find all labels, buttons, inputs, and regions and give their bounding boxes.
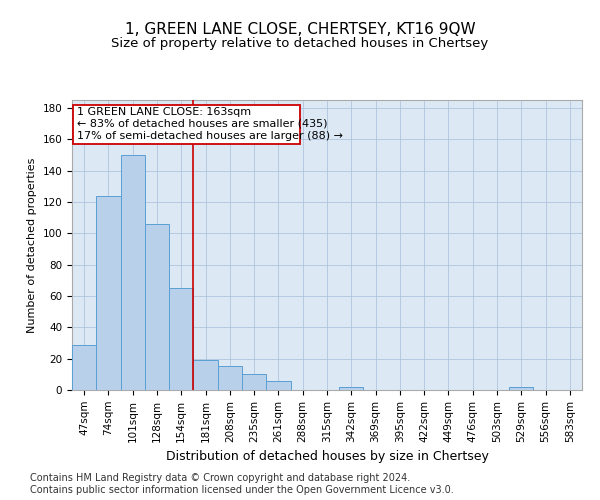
Bar — [242, 374, 266, 390]
Bar — [218, 366, 242, 390]
Text: 1, GREEN LANE CLOSE, CHERTSEY, KT16 9QW: 1, GREEN LANE CLOSE, CHERTSEY, KT16 9QW — [125, 22, 475, 38]
Text: ← 83% of detached houses are smaller (435): ← 83% of detached houses are smaller (43… — [77, 119, 328, 129]
Bar — [72, 344, 96, 390]
Bar — [121, 155, 145, 390]
Bar — [266, 380, 290, 390]
Bar — [96, 196, 121, 390]
Text: 17% of semi-detached houses are larger (88) →: 17% of semi-detached houses are larger (… — [77, 132, 343, 141]
Bar — [169, 288, 193, 390]
Text: Contains HM Land Registry data © Crown copyright and database right 2024.
Contai: Contains HM Land Registry data © Crown c… — [30, 474, 454, 495]
Text: Size of property relative to detached houses in Chertsey: Size of property relative to detached ho… — [112, 38, 488, 51]
Text: 1 GREEN LANE CLOSE: 163sqm: 1 GREEN LANE CLOSE: 163sqm — [77, 107, 251, 117]
Y-axis label: Number of detached properties: Number of detached properties — [27, 158, 37, 332]
Bar — [509, 387, 533, 390]
FancyBboxPatch shape — [73, 104, 300, 144]
X-axis label: Distribution of detached houses by size in Chertsey: Distribution of detached houses by size … — [166, 450, 488, 463]
Bar — [339, 387, 364, 390]
Bar — [193, 360, 218, 390]
Bar — [145, 224, 169, 390]
